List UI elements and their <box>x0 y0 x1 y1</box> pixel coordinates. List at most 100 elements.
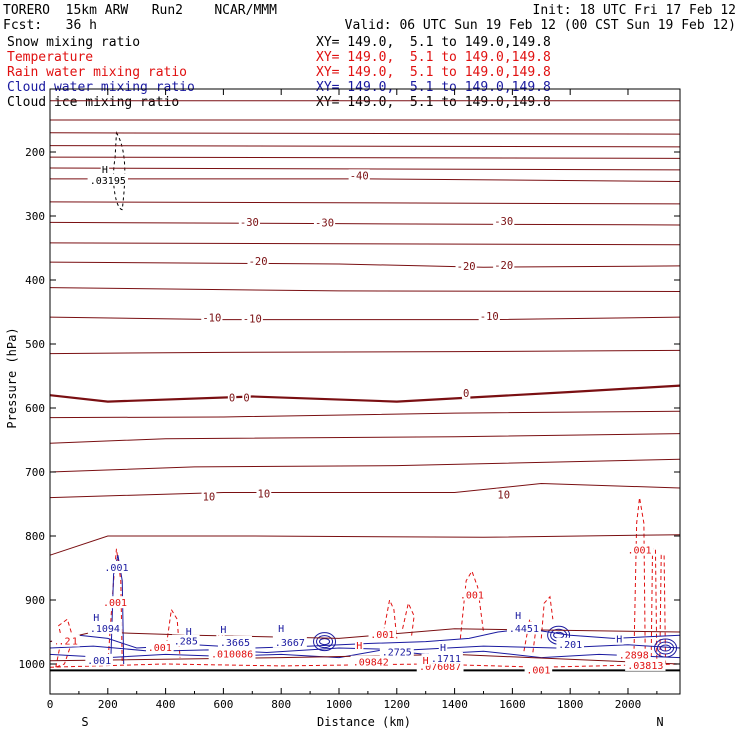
cloud-water-high-0-bg <box>92 610 101 623</box>
north-end-label: N <box>656 715 663 729</box>
y-tick-label-500: 500 <box>25 338 45 351</box>
rain-label-7: .010086 <box>211 649 253 660</box>
isotherm-label-3: -30 <box>494 216 513 228</box>
isotherm-3 <box>49 145 681 148</box>
rain-label-11-bg <box>616 648 651 661</box>
isotherm-5 <box>49 167 681 171</box>
rain-label-2-bg <box>368 628 397 641</box>
isotherm-13 <box>49 349 681 355</box>
cloud-water-high-3-bg <box>276 621 286 634</box>
rain-label-1: .001 <box>148 643 172 654</box>
cloud-ice-label-1: .03195 <box>90 176 126 187</box>
cloud-water-high-0: H <box>93 613 99 624</box>
isotherm-21 <box>49 653 681 665</box>
cloud-water-label-4: .4451 <box>509 624 539 635</box>
cloud-ice-label-0-bg <box>100 162 110 175</box>
cloud-water-label-7-bg <box>172 634 200 647</box>
rain-high-0-bg <box>216 632 225 645</box>
isotherm-label-11-bg <box>242 391 251 404</box>
cloud-water-label-6-bg <box>85 653 113 666</box>
isotherm-label-12: 0 <box>463 388 469 400</box>
cloud-water-contour-3 <box>49 644 681 653</box>
x-tick-label-1000: 1000 <box>326 698 353 711</box>
rain-label-3-bg <box>458 588 486 601</box>
rain-label-6-bg <box>52 634 80 647</box>
cloud-ring-1 <box>553 631 565 639</box>
cloud-water-high-2: H <box>220 625 226 636</box>
isotherm-12 <box>49 316 681 321</box>
isotherm-label-6: -20 <box>494 260 513 272</box>
cloud-water-label-8-bg <box>217 635 252 648</box>
isotherm-label-4-bg <box>247 255 269 268</box>
rain-label-5-bg <box>625 543 654 556</box>
legend-cloud-ice-xy: XY= 149.0, 5.1 to 149.0,149.8 <box>316 95 551 110</box>
cloud-water-label-2-bg <box>379 645 414 658</box>
plot-frame <box>49 88 681 695</box>
cloud-ring-0 <box>319 638 331 646</box>
isotherm-label-13: 10 <box>203 492 216 504</box>
y-tick-label-800: 800 <box>25 530 45 543</box>
legend-snow-label: Snow mixing ratio <box>7 35 141 50</box>
y-tick-label-700: 700 <box>25 466 45 479</box>
y-tick-label-900: 900 <box>25 594 45 607</box>
cloud-water-label-1-bg <box>87 621 122 634</box>
cloud-water-high-5: H <box>515 611 521 622</box>
isotherm-8 <box>49 221 681 226</box>
isotherm-label-1: -30 <box>240 217 259 229</box>
rain-label-4: .001 <box>526 665 550 676</box>
rain-contour-10 <box>659 554 667 665</box>
rain-contour-0 <box>55 618 74 668</box>
cloud-water-label-3: .1711 <box>431 654 461 665</box>
x-tick-label-1400: 1400 <box>441 698 468 711</box>
cloud-water-high-4-bg <box>438 641 448 653</box>
rain-label-11: .2898 <box>619 651 649 662</box>
cloud-water-high-1: H <box>186 627 192 638</box>
isotherm-label-5: -20 <box>457 261 476 273</box>
cloud-water-contour-2 <box>110 555 125 665</box>
rain-high-1: H <box>356 641 362 652</box>
rain-contour-4 <box>402 601 415 639</box>
cloud-water-high-2-bg <box>219 623 228 636</box>
x-tick-label-800: 800 <box>271 698 291 711</box>
isotherm-label-8-bg <box>241 312 263 325</box>
legend-cloud-water-xy: XY= 149.0, 5.1 to 149.0,149.8 <box>316 80 551 95</box>
isotherm-label-4: -20 <box>249 256 268 268</box>
isotherm-label-14: 10 <box>258 488 271 500</box>
cloud-water-label-6: .001 <box>87 656 111 667</box>
cloud-water-label-3-bg <box>428 651 463 664</box>
legend-temperature-xy: XY= 149.0, 5.1 to 149.0,149.8 <box>316 50 551 65</box>
legend-rain-label: Rain water mixing ratio <box>7 65 188 80</box>
rain-label-13-bg <box>233 635 249 648</box>
rain-contour-2 <box>165 608 181 658</box>
x-tick-label-0: 0 <box>47 698 54 711</box>
isotherm-label-2-bg <box>313 216 336 229</box>
legend-rain-xy: XY= 149.0, 5.1 to 149.0,149.8 <box>316 65 551 80</box>
isotherm-label-5-bg <box>455 260 477 273</box>
isotherm-label-12-bg <box>461 386 471 399</box>
isotherm-2 <box>49 132 681 135</box>
isotherm-label-6-bg <box>493 258 515 271</box>
rain-label-2: .001 <box>370 630 394 641</box>
rain-contour-1 <box>107 548 123 665</box>
y-tick-label-400: 400 <box>25 274 45 287</box>
isotherm-18 <box>49 483 681 499</box>
cloud-water-label-0: .001 <box>104 563 128 574</box>
cloud-ring-1 <box>547 625 571 645</box>
isotherm-label-9-bg <box>478 310 500 323</box>
x-tick-label-1200: 1200 <box>384 698 411 711</box>
x-tick-label-1600: 1600 <box>499 698 526 711</box>
y-tick-label-1000: 1000 <box>19 658 46 671</box>
legend-cloud-ice-label: Cloud ice mixing ratio <box>7 95 180 110</box>
rain-label-8: .09842 <box>353 658 389 669</box>
init-time: Init: 18 UTC Fri 17 Feb 12 <box>532 3 737 18</box>
isotherm-10 <box>49 261 681 268</box>
isotherm-7 <box>49 201 681 205</box>
isotherm-label-15: 10 <box>497 490 510 502</box>
cloud-water-high-4: H <box>440 643 446 654</box>
x-axis-title: Distance (km) <box>317 715 411 729</box>
rain-contour-9 <box>650 548 658 665</box>
rain-high-2-bg <box>421 653 430 666</box>
isotherm-9 <box>49 242 681 246</box>
rain-contour-7 <box>540 595 554 639</box>
